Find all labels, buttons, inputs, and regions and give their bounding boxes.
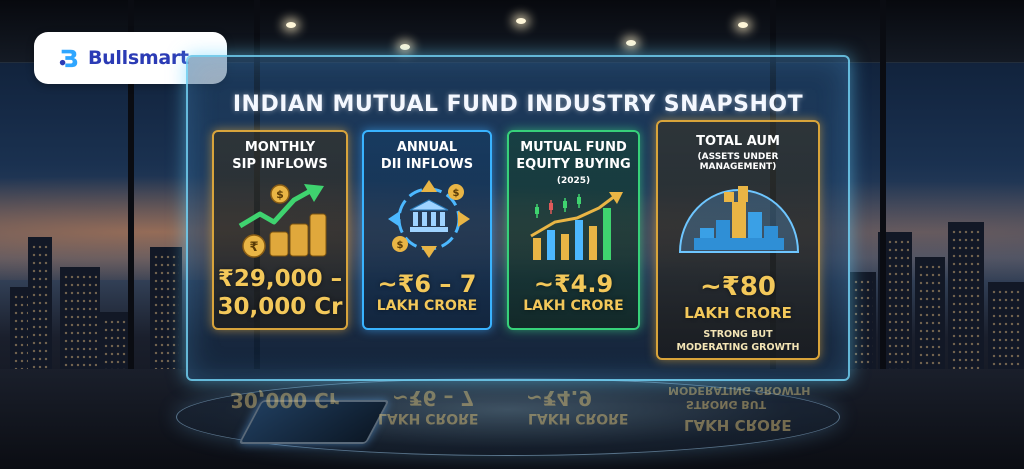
bullsmart-logo-icon (59, 49, 78, 68)
card-unit: LAKH CRORE (376, 298, 478, 314)
reflection-text: 30,000 Cr (230, 388, 339, 412)
svg-text:$: $ (397, 240, 404, 251)
card-value: 30,000 Cr (217, 294, 343, 320)
brand-name: Bullsmart (88, 47, 189, 69)
card-unit: LAKH CRORE (523, 298, 624, 314)
card-label: ANNUAL (396, 140, 458, 155)
coins-growth-arrow-icon: $ ₹ (238, 184, 327, 258)
bank-flow-arrows-icon: $ $ (388, 180, 470, 258)
reflection-text: ~₹4.9 (526, 386, 593, 410)
card-total-aum: TOTAL AUM (ASSETS UNDER MANAGEMENT) ~₹80… (656, 120, 820, 360)
card-label: SIP INFLOWS (232, 157, 328, 172)
candlestick-bar-chart-icon (530, 192, 623, 260)
page-title: INDIAN MUTUAL FUND INDUSTRY SNAPSHOT (232, 92, 804, 117)
reflection-text: ~₹6 – 7 (392, 386, 475, 410)
card-label: EQUITY BUYING (516, 157, 631, 172)
svg-text:$: $ (453, 188, 460, 199)
card-label: TOTAL AUM (696, 134, 780, 149)
card-sub: (2025) (556, 176, 591, 186)
reflection-text: MODERATING GROWTH (668, 384, 811, 397)
card-label: MONTHLY (244, 140, 316, 155)
card-mf-equity-buying: MUTUAL FUND EQUITY BUYING (2025) ~₹4.9 L… (507, 130, 640, 330)
card-unit: LAKH CRORE (684, 304, 792, 322)
card-value: ₹29,000 – (217, 266, 343, 292)
card-label: DII INFLOWS (380, 157, 474, 172)
reflection-text: LAKH CRORE (684, 416, 792, 434)
svg-text:₹: ₹ (249, 240, 258, 255)
card-label: MUTUAL FUND (520, 140, 627, 155)
reflection-text: LAKH CRORE (378, 410, 479, 426)
card-note: STRONG BUT (703, 329, 773, 340)
card-annual-dii: ANNUAL DII INFLOWS $ $ ~₹6 – 7 LAKH CROR… (362, 130, 492, 330)
card-value: ~₹80 (699, 272, 777, 302)
card-value: ~₹4.9 (533, 270, 614, 298)
reflection-text: LAKH CRORE (528, 410, 629, 426)
card-monthly-sip: MONTHLY SIP INFLOWS $ ₹ ₹29,000 – 30,000… (212, 130, 348, 330)
card-sub: (ASSETS UNDER MANAGEMENT) (697, 152, 779, 172)
window-frame (128, 0, 134, 469)
card-value: ~₹6 – 7 (377, 270, 477, 298)
globe-blocks-icon (678, 186, 800, 253)
window-frame (880, 0, 886, 469)
reflection-text: STRONG BUT (686, 398, 767, 411)
card-note: MODERATING GROWTH (676, 342, 800, 353)
svg-text:$: $ (276, 188, 284, 201)
